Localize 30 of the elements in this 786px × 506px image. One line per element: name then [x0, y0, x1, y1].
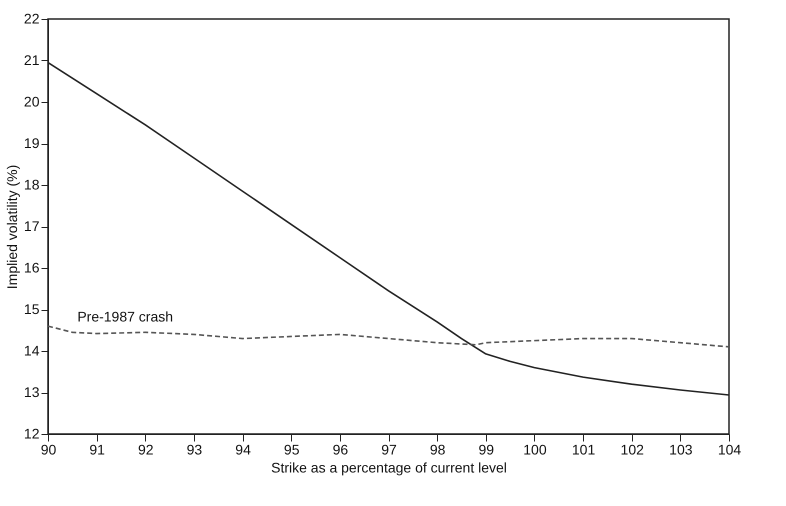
x-tick-label: 98: [430, 442, 446, 458]
x-tick-label: 95: [284, 442, 300, 458]
line-series: [47, 325, 730, 348]
y-tick-label: 18: [24, 176, 40, 192]
y-axis-title: Implied volatility (%): [4, 164, 20, 290]
x-tick-label: 94: [235, 442, 252, 458]
x-tick-label: 97: [381, 442, 397, 458]
y-tick-label: 21: [24, 52, 40, 68]
y-tick-label: 22: [24, 10, 40, 26]
y-tick-label: 17: [24, 218, 40, 234]
x-tick-label: 93: [186, 442, 202, 458]
x-tick-label: 99: [478, 442, 494, 458]
x-tick-label: 92: [138, 442, 154, 458]
x-tick-label: 102: [620, 442, 644, 458]
y-tick-label: 13: [24, 384, 40, 400]
y-tick-label: 12: [24, 426, 40, 442]
y-tick-label: 14: [24, 342, 40, 358]
x-tick-label: 103: [669, 442, 693, 458]
x-tick-label: 104: [718, 442, 742, 458]
y-tick-label: 15: [24, 301, 40, 317]
y-tick-label: 16: [24, 260, 40, 276]
x-tick-label: 100: [523, 442, 547, 458]
x-tick-label: 96: [332, 442, 348, 458]
series-label: Pre-1987 crash: [77, 308, 174, 324]
y-tick-label: 19: [24, 135, 40, 151]
x-tick-label: 101: [572, 442, 596, 458]
x-tick-label: 91: [89, 442, 106, 458]
y-tick-label: 20: [24, 94, 40, 110]
x-tick-label: 90: [40, 442, 56, 458]
x-axis-title: Strike as a percentage of current level: [271, 460, 507, 476]
